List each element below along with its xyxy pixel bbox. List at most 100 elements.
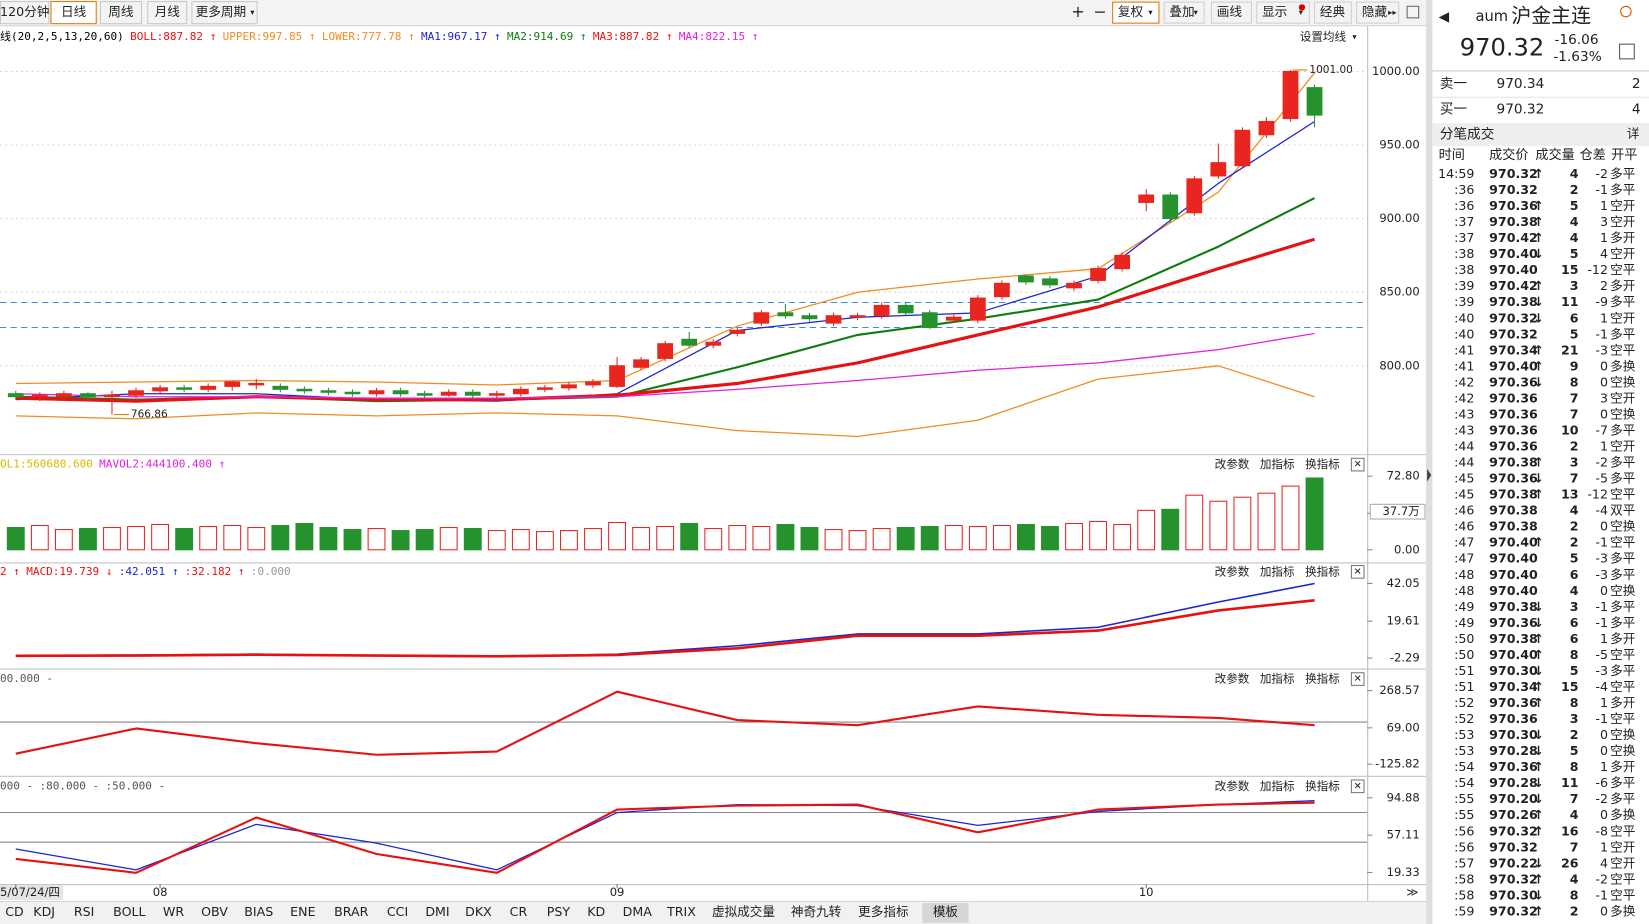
indicator-tab[interactable]: CD [5, 904, 24, 919]
tool-button[interactable] [1112, 1, 1160, 24]
tool-button[interactable] [1356, 1, 1400, 24]
trade-volume: 3 [1570, 599, 1579, 614]
panel-button[interactable]: 加指标 [1260, 672, 1295, 686]
trade-volume: 5 [1570, 551, 1579, 566]
period-label[interactable]: 月线 [155, 4, 181, 19]
trade-oi-change: 0 [1600, 807, 1608, 822]
indicator-tab[interactable]: CR [510, 904, 528, 919]
trade-type: 多开 [1610, 631, 1635, 646]
zoom-in[interactable]: + [1071, 2, 1084, 21]
period-label[interactable]: 日线 [61, 4, 87, 19]
panel-button[interactable]: 改参数 [1215, 457, 1250, 471]
indicator-tab[interactable]: OBV [201, 904, 228, 919]
period-label[interactable]: 周线 [108, 4, 134, 19]
indicator-value: MA1:967.17 ↑ [421, 30, 501, 43]
tool-label[interactable]: 复权 [1118, 4, 1144, 19]
trades-detail[interactable]: 详 [1627, 126, 1640, 141]
trade-oi-change: -3 [1595, 342, 1608, 357]
panel-close[interactable] [1350, 779, 1365, 794]
indicator-tab[interactable]: PSY [547, 904, 571, 919]
tool-label[interactable]: 隐藏 [1362, 4, 1388, 19]
tool-label[interactable]: 经典 [1320, 4, 1346, 19]
tab-active[interactable] [922, 902, 969, 923]
period-tab[interactable] [99, 1, 142, 25]
tool-button[interactable] [1163, 1, 1205, 24]
period-tab[interactable] [147, 1, 188, 25]
volume-marker-bg [1369, 503, 1426, 520]
tool-label[interactable]: 叠加 [1169, 4, 1194, 19]
panel-close-icon: ✕ [1354, 674, 1362, 685]
indicator-tab[interactable]: DMI [425, 904, 449, 919]
panel-toggle[interactable] [1619, 43, 1635, 60]
indicator-tab[interactable]: BOLL [113, 904, 145, 919]
period-tab[interactable] [191, 1, 258, 25]
indicator-tab[interactable]: RSI [74, 904, 94, 919]
panel-button[interactable]: 加指标 [1260, 564, 1295, 578]
indicator-tab[interactable]: WR [163, 904, 184, 919]
indicator-tab[interactable]: 更多指标 [858, 904, 909, 919]
volume-bar [872, 528, 891, 551]
tool-button[interactable] [1256, 1, 1310, 24]
indicator-tab[interactable]: 模板 [933, 904, 959, 919]
trade-volume: 4 [1570, 583, 1579, 598]
panel-close[interactable] [1350, 457, 1365, 472]
panel-close[interactable] [1350, 565, 1365, 579]
ma-settings[interactable]: 设置均线 [1300, 29, 1347, 43]
panel-close[interactable] [1350, 672, 1365, 686]
trade-oi-change: 0 [1600, 358, 1608, 373]
candle-body [633, 359, 650, 368]
trade-oi-change: -8 [1595, 823, 1608, 838]
indicator-tab[interactable]: BRAR [334, 904, 369, 919]
volume-bar [776, 523, 795, 551]
panel-button[interactable]: 改参数 [1215, 672, 1250, 686]
period-label[interactable]: 120分钟 [0, 4, 49, 19]
candle-body [945, 316, 962, 321]
indicator-tab[interactable]: DKX [465, 904, 492, 919]
indicator-tab[interactable]: ENE [290, 904, 315, 919]
panel-button[interactable]: 换指标 [1305, 457, 1340, 471]
trade-oi-change: -12 [1587, 487, 1608, 502]
indicator-tab[interactable]: 神奇九转 [791, 904, 842, 919]
indicator-tab[interactable]: KD [587, 904, 605, 919]
fullscreen-icon[interactable] [1406, 5, 1420, 19]
trade-time: :37 [1454, 230, 1474, 245]
trade-oi-change: 4 [1600, 855, 1608, 870]
panel-button[interactable]: 改参数 [1215, 779, 1250, 793]
dropdown-icon: ▾ [250, 7, 255, 17]
trade-volume: 7 [1570, 471, 1579, 486]
period-tab[interactable] [0, 1, 50, 25]
tool-label[interactable]: 显示 [1262, 4, 1287, 19]
indicator-tab[interactable]: DMA [623, 904, 653, 919]
period-tab[interactable] [50, 1, 97, 25]
volume-bar [896, 527, 915, 551]
back-icon[interactable]: ◀ [1439, 9, 1450, 25]
trade-oi-change: 0 [1600, 519, 1608, 534]
indicator-tab[interactable]: BIAS [244, 904, 273, 919]
info-icon[interactable] [1620, 5, 1632, 18]
candle-body [464, 391, 481, 396]
trade-volume: 8 [1570, 759, 1579, 774]
volume-bar [992, 524, 1011, 551]
panel-button[interactable]: 换指标 [1305, 564, 1340, 578]
indicator-tab[interactable]: 虚拟成交量 [712, 904, 775, 919]
trade-oi-change: -5 [1595, 471, 1608, 486]
panel-button[interactable]: 换指标 [1305, 672, 1340, 686]
volume-bar [511, 529, 530, 551]
indicator-tab[interactable]: CCI [387, 904, 408, 919]
zoom-out[interactable]: − [1093, 2, 1106, 21]
splitter[interactable] [1426, 0, 1433, 924]
period-label[interactable]: 更多周期 [196, 4, 246, 19]
panel-button[interactable]: 改参数 [1215, 564, 1250, 578]
tool-label[interactable]: 画线 [1217, 4, 1243, 19]
tool-button[interactable] [1210, 1, 1253, 24]
trade-type: 多平 [1610, 663, 1635, 678]
panel-button[interactable]: 换指标 [1305, 779, 1340, 793]
scroll-arrow[interactable]: ≫ [1406, 885, 1418, 899]
trade-volume: 4 [1570, 230, 1579, 245]
panel-button[interactable]: 加指标 [1260, 779, 1295, 793]
trade-price: 970.38 [1489, 294, 1538, 309]
indicator-tab[interactable]: KDJ [33, 904, 55, 919]
tool-button[interactable] [1314, 1, 1352, 24]
indicator-tab[interactable]: TRIX [666, 904, 696, 919]
panel-button[interactable]: 加指标 [1260, 457, 1295, 471]
